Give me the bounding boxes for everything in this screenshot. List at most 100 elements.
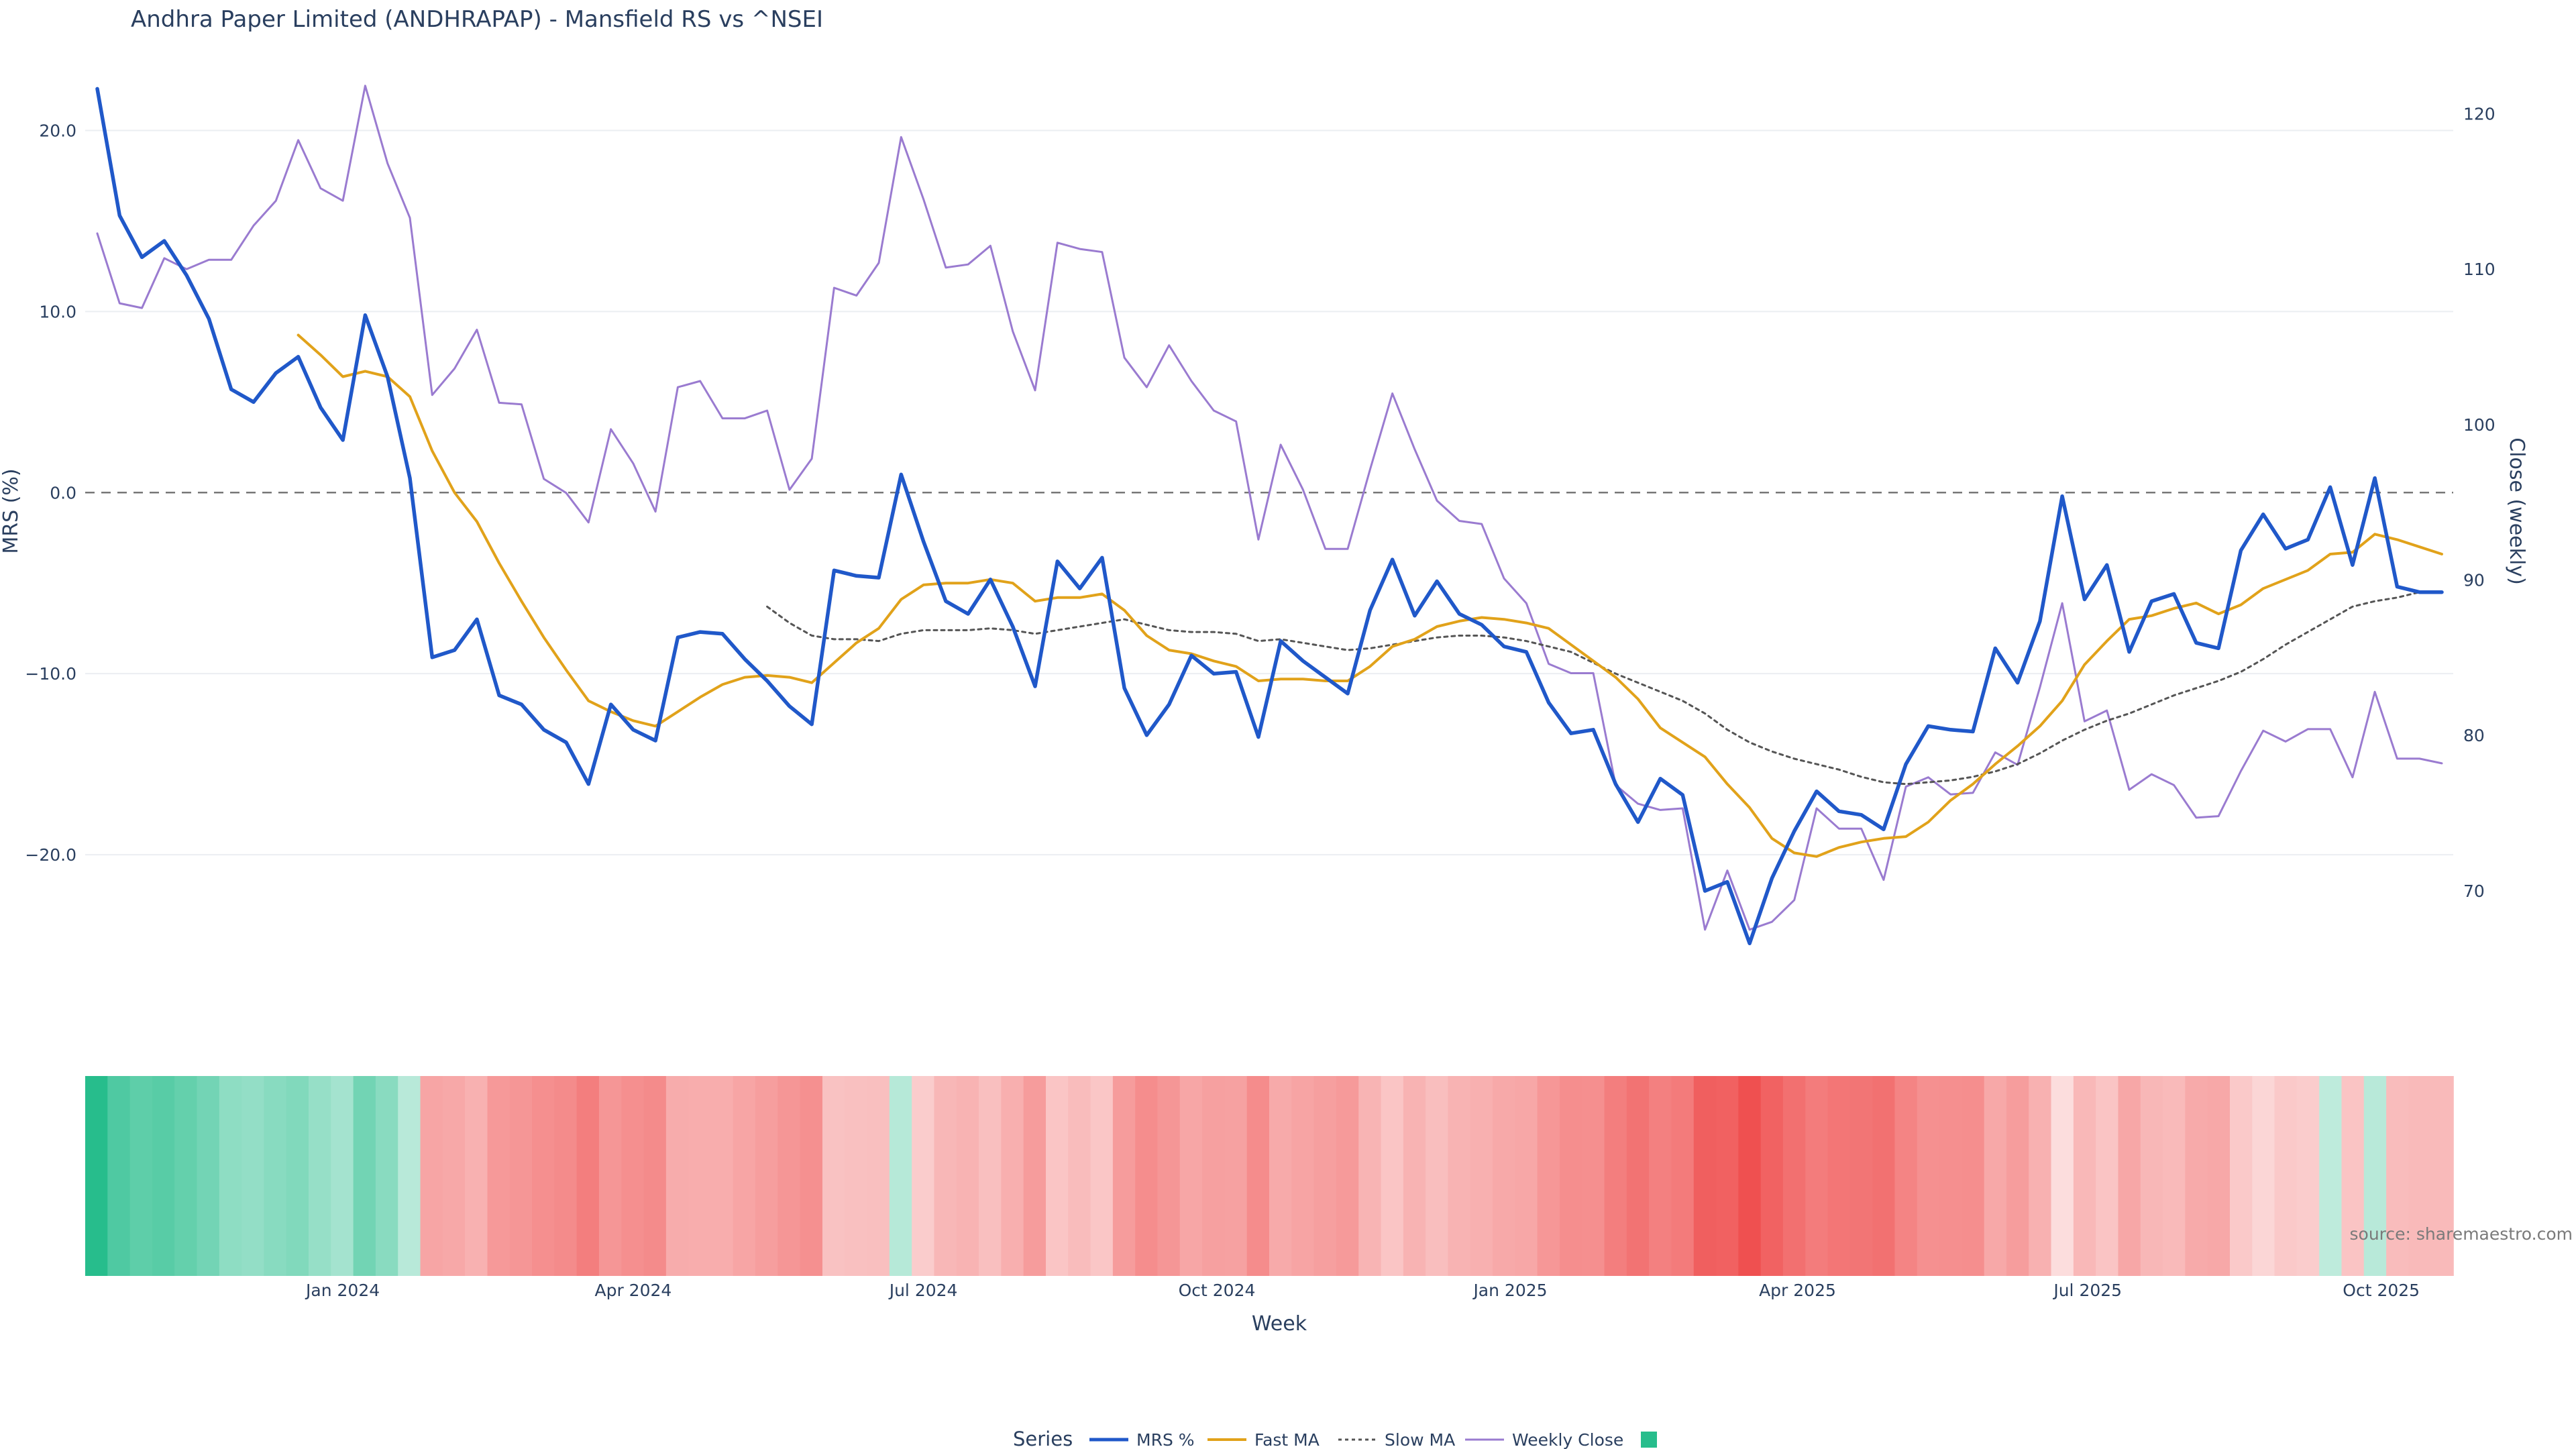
x-tick-label: Oct 2024 xyxy=(1179,1281,1256,1300)
heatmap-cell xyxy=(710,1076,734,1276)
heatmap-cell xyxy=(2363,1076,2387,1276)
heatmap-cell xyxy=(465,1076,488,1276)
heatmap-cell xyxy=(777,1076,801,1276)
heatmap-cell xyxy=(2096,1076,2119,1276)
x-tick-label: Oct 2025 xyxy=(2343,1281,2420,1300)
heatmap-cell xyxy=(353,1076,376,1276)
heatmap-cell xyxy=(1582,1076,1605,1276)
heatmap-cell xyxy=(2140,1076,2163,1276)
heatmap-cell xyxy=(286,1076,309,1276)
heatmap-cell xyxy=(2185,1076,2208,1276)
heatmap-cell xyxy=(129,1076,153,1276)
chart-title: Andhra Paper Limited (ANDHRAPAP) - Mansf… xyxy=(131,6,823,33)
heatmap-cell xyxy=(1559,1076,1583,1276)
heatmap-cell xyxy=(979,1076,1002,1276)
heatmap-cell xyxy=(1894,1076,1918,1276)
heatmap-cell xyxy=(1426,1076,1449,1276)
heatmap-cell xyxy=(398,1076,421,1276)
legend-swatch-heatmap xyxy=(1641,1432,1657,1448)
heatmap-cell xyxy=(2006,1076,2030,1276)
heatmap-cell xyxy=(487,1076,511,1276)
y2-tick-label: 110 xyxy=(2463,260,2496,279)
y-tick-label: −20.0 xyxy=(25,845,76,865)
heatmap-cell xyxy=(1716,1076,1739,1276)
heatmap-cell xyxy=(375,1076,399,1276)
heatmap-cell xyxy=(85,1076,109,1276)
heatmap-cell xyxy=(1381,1076,1404,1276)
legend-item-heatmap[interactable] xyxy=(1641,1432,1657,1448)
legend-item-slow-ma[interactable]: Slow MA xyxy=(1338,1430,1455,1449)
series-line-mrs xyxy=(95,87,2444,946)
heatmap-cell xyxy=(174,1076,198,1276)
heatmap-cell xyxy=(1179,1076,1203,1276)
heatmap-cell xyxy=(1984,1076,2007,1276)
heatmap-cell xyxy=(1068,1076,1091,1276)
legend-item-mrs[interactable]: MRS % xyxy=(1089,1430,1195,1449)
legend-item-weekly-close[interactable]: Weekly Close xyxy=(1465,1430,1623,1449)
heatmap-cell xyxy=(1023,1076,1046,1276)
heatmap-cell xyxy=(442,1076,466,1276)
heatmap-cell xyxy=(1246,1076,1270,1276)
right-axis-ticks: 120 110 100 90 80 70 xyxy=(2463,105,2496,901)
y-tick-label: 0.0 xyxy=(50,483,76,502)
x-tick-label: Jan 2024 xyxy=(305,1281,380,1300)
heatmap-cell xyxy=(509,1076,533,1276)
heatmap-cell xyxy=(152,1076,176,1276)
y2-tick-label: 80 xyxy=(2463,726,2485,745)
heatmap-cell xyxy=(1939,1076,1963,1276)
heatmap-cell xyxy=(2073,1076,2096,1276)
heatmap-cell xyxy=(1001,1076,1024,1276)
legend: Series MRS % Fast MA Slow MA Weekly Clos… xyxy=(1013,1428,1657,1449)
heatmap-cell xyxy=(598,1076,623,1276)
heatmap-cell xyxy=(1157,1076,1181,1276)
left-axis-ticks: 20.0 10.0 0.0 −10.0 −20.0 xyxy=(25,121,76,865)
heatmap-strip xyxy=(85,1076,2454,1276)
heatmap-cell xyxy=(934,1076,957,1276)
heatmap-cell xyxy=(1738,1076,1762,1276)
legend-label-slow-ma: Slow MA xyxy=(1385,1430,1455,1449)
y2-axis-title: Close (weekly) xyxy=(2505,437,2528,585)
heatmap-cell xyxy=(1045,1076,1069,1276)
x-tick-label: Jan 2025 xyxy=(1472,1281,1547,1300)
source-annotation: source: sharemaestro.com xyxy=(2350,1224,2573,1244)
heatmap-cell xyxy=(2252,1076,2275,1276)
heatmap-cell xyxy=(1693,1076,1717,1276)
heatmap-cell xyxy=(241,1076,265,1276)
legend-label-weekly-close: Weekly Close xyxy=(1512,1430,1623,1449)
heatmap-cell xyxy=(2229,1076,2253,1276)
heatmap-cell xyxy=(107,1076,131,1276)
heatmap-cell xyxy=(1269,1076,1293,1276)
heatmap-cell xyxy=(1827,1076,1851,1276)
heatmap-cell xyxy=(2430,1076,2454,1276)
legend-label-fast-ma: Fast MA xyxy=(1254,1430,1320,1449)
heatmap-cell xyxy=(2207,1076,2231,1276)
heatmap-cell xyxy=(800,1076,823,1276)
y-tick-label: 20.0 xyxy=(39,121,76,140)
heatmap-cell xyxy=(688,1076,712,1276)
heatmap-cell xyxy=(2029,1076,2052,1276)
heatmap-cell xyxy=(1649,1076,1672,1276)
heatmap-cell xyxy=(889,1076,912,1276)
heatmap-cell xyxy=(912,1076,935,1276)
series-lines xyxy=(95,85,2444,946)
y2-tick-label: 90 xyxy=(2463,571,2485,590)
heatmap-cell xyxy=(1112,1076,1136,1276)
x-tick-label: Apr 2025 xyxy=(1759,1281,1836,1300)
series-line-fast-ma xyxy=(297,333,2443,858)
heatmap-cell xyxy=(822,1076,846,1276)
heatmap-cell xyxy=(1805,1076,1829,1276)
heatmap-cell xyxy=(1470,1076,1493,1276)
heatmap-cell xyxy=(1291,1076,1315,1276)
heatmap-cell xyxy=(532,1076,555,1276)
legend-item-fast-ma[interactable]: Fast MA xyxy=(1208,1430,1320,1449)
heatmap-cell xyxy=(643,1076,667,1276)
x-tick-label: Jul 2025 xyxy=(2052,1281,2122,1300)
y2-tick-label: 70 xyxy=(2463,881,2485,901)
legend-title: Series xyxy=(1013,1428,1073,1449)
y2-tick-label: 100 xyxy=(2463,415,2496,435)
y-tick-label: 10.0 xyxy=(39,302,76,321)
heatmap-cell xyxy=(1448,1076,1471,1276)
x-tick-label: Jul 2024 xyxy=(888,1281,958,1300)
heatmap-cell xyxy=(1336,1076,1360,1276)
heatmap-cell xyxy=(1604,1076,1627,1276)
